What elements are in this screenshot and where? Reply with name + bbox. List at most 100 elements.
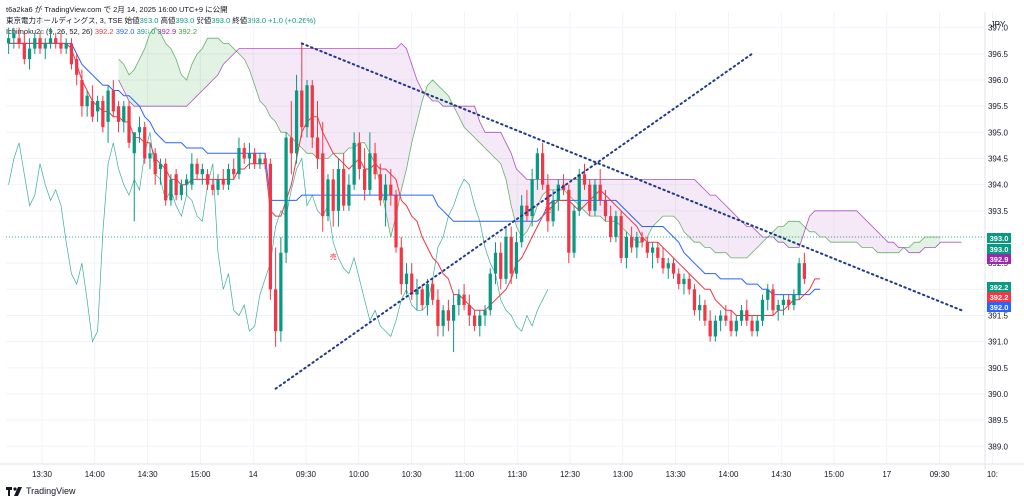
candle-body [629, 237, 634, 248]
cloud-segment [322, 48, 328, 159]
candle-body [556, 184, 560, 201]
cloud-segment [668, 179, 674, 217]
price-badge [987, 254, 1011, 264]
candle-body [593, 184, 597, 211]
candle-body [692, 289, 697, 311]
cloud-segment [710, 195, 716, 253]
cloud-segment [485, 132, 491, 154]
cloud-segment [259, 48, 266, 107]
cloud-segment [799, 221, 805, 248]
cloud-segment [835, 210, 842, 243]
cloud-segment [715, 195, 721, 253]
trendlines[interactable] [274, 42, 963, 390]
candle-body [520, 205, 524, 243]
candle-body [677, 273, 681, 285]
candle-body [143, 127, 147, 159]
candle-body [27, 48, 32, 60]
x-tick-label: 09:30 [296, 470, 317, 479]
cloud-segment [746, 226, 753, 258]
symbol-ohlc-line: 東京電力ホールディングス, 3, TSE 始値393.0 高値393.0 安値3… [6, 15, 316, 26]
candle-body [95, 100, 100, 112]
candle-body [645, 242, 649, 253]
candle-body [724, 315, 728, 321]
x-tick-label: 10:00 [349, 470, 370, 479]
candle-body [200, 168, 204, 175]
x-tick-label: 13:30 [32, 470, 53, 479]
cloud-segment [490, 132, 496, 159]
cloud-segment [359, 48, 365, 143]
trendline [300, 42, 963, 312]
cloud-segment [186, 64, 192, 107]
candle-body [451, 305, 456, 321]
candle-body [404, 273, 409, 285]
candle-body [640, 237, 644, 243]
candle-body [232, 168, 236, 175]
x-tick-label: 17 [882, 470, 891, 479]
candle-body [331, 179, 335, 211]
candle-body [687, 278, 691, 290]
candle-body [116, 106, 121, 122]
candle-body [242, 148, 246, 159]
cloud-segment [861, 216, 868, 248]
candle-body [294, 90, 299, 154]
cloud-segment [930, 237, 936, 248]
candle-body [703, 305, 707, 321]
candle-body [755, 320, 759, 332]
candle-body [6, 38, 11, 44]
candle-body [509, 237, 513, 274]
candle-body [577, 174, 581, 211]
x-tick-label: 11:00 [455, 470, 475, 479]
currency-label: JPY [991, 20, 1006, 29]
cloud-segment [223, 43, 229, 65]
y-tick-label: 389.5 [988, 416, 1009, 425]
cloud-segment [814, 210, 821, 237]
cloud-segment [123, 64, 130, 101]
cloud-segment [537, 179, 543, 206]
cloud-segment [254, 48, 260, 101]
cloud-segment [333, 48, 339, 154]
candle-body [69, 43, 74, 65]
x-tick-label: 15:00 [824, 470, 845, 479]
y-tick-label: 396.5 [988, 50, 1009, 59]
indicator-line[interactable]: Ichimoku2c (9, 26, 52, 26) 392.2 392.0 3… [6, 26, 316, 37]
cloud-segment [683, 179, 690, 237]
candle-body [656, 247, 660, 258]
cloud-segment [673, 179, 679, 222]
candle-body [352, 142, 356, 185]
candle-body [43, 43, 47, 49]
leading-span-b [118, 42, 962, 254]
chart-header: t6a2ka6 が TradingView.com で 2月 14, 2025 … [6, 4, 316, 37]
candle-body [305, 85, 309, 128]
time-axis[interactable]: 13:30 14:00 14:30 15:00 14 09:30 10:00 10:30 11:… [0, 463, 1024, 479]
candle-body [504, 237, 508, 279]
cloud-segment [631, 179, 637, 243]
candle-body [263, 158, 267, 164]
x-tick-label: 10: [987, 470, 998, 479]
candle-body [216, 179, 220, 190]
x-tick-label: 10:30 [402, 470, 423, 479]
candle-body [122, 106, 126, 122]
candle-body [12, 32, 16, 39]
cloud-segment [118, 59, 124, 91]
cloud-segment [191, 53, 198, 101]
candle-body [326, 179, 330, 217]
candle-body [59, 43, 63, 49]
cloud-segment [144, 32, 150, 107]
candle-body [342, 168, 346, 206]
cloud-segment [846, 210, 852, 243]
cloud-segment [469, 106, 475, 138]
cloud-segment [788, 221, 794, 248]
cloud-segment [369, 48, 376, 164]
candle-body [310, 85, 314, 138]
candle-body [462, 294, 466, 306]
sell-mark: 売 [544, 205, 551, 214]
candle-body [420, 289, 424, 306]
cloud-segment [924, 237, 931, 248]
candle-body [588, 184, 592, 211]
cloud-segment [877, 231, 883, 253]
symbol-name[interactable]: 東京電力ホールディングス, 3, TSE [6, 16, 123, 25]
candle-body [713, 320, 718, 337]
candle-body [184, 179, 189, 185]
candle-body [111, 90, 115, 112]
